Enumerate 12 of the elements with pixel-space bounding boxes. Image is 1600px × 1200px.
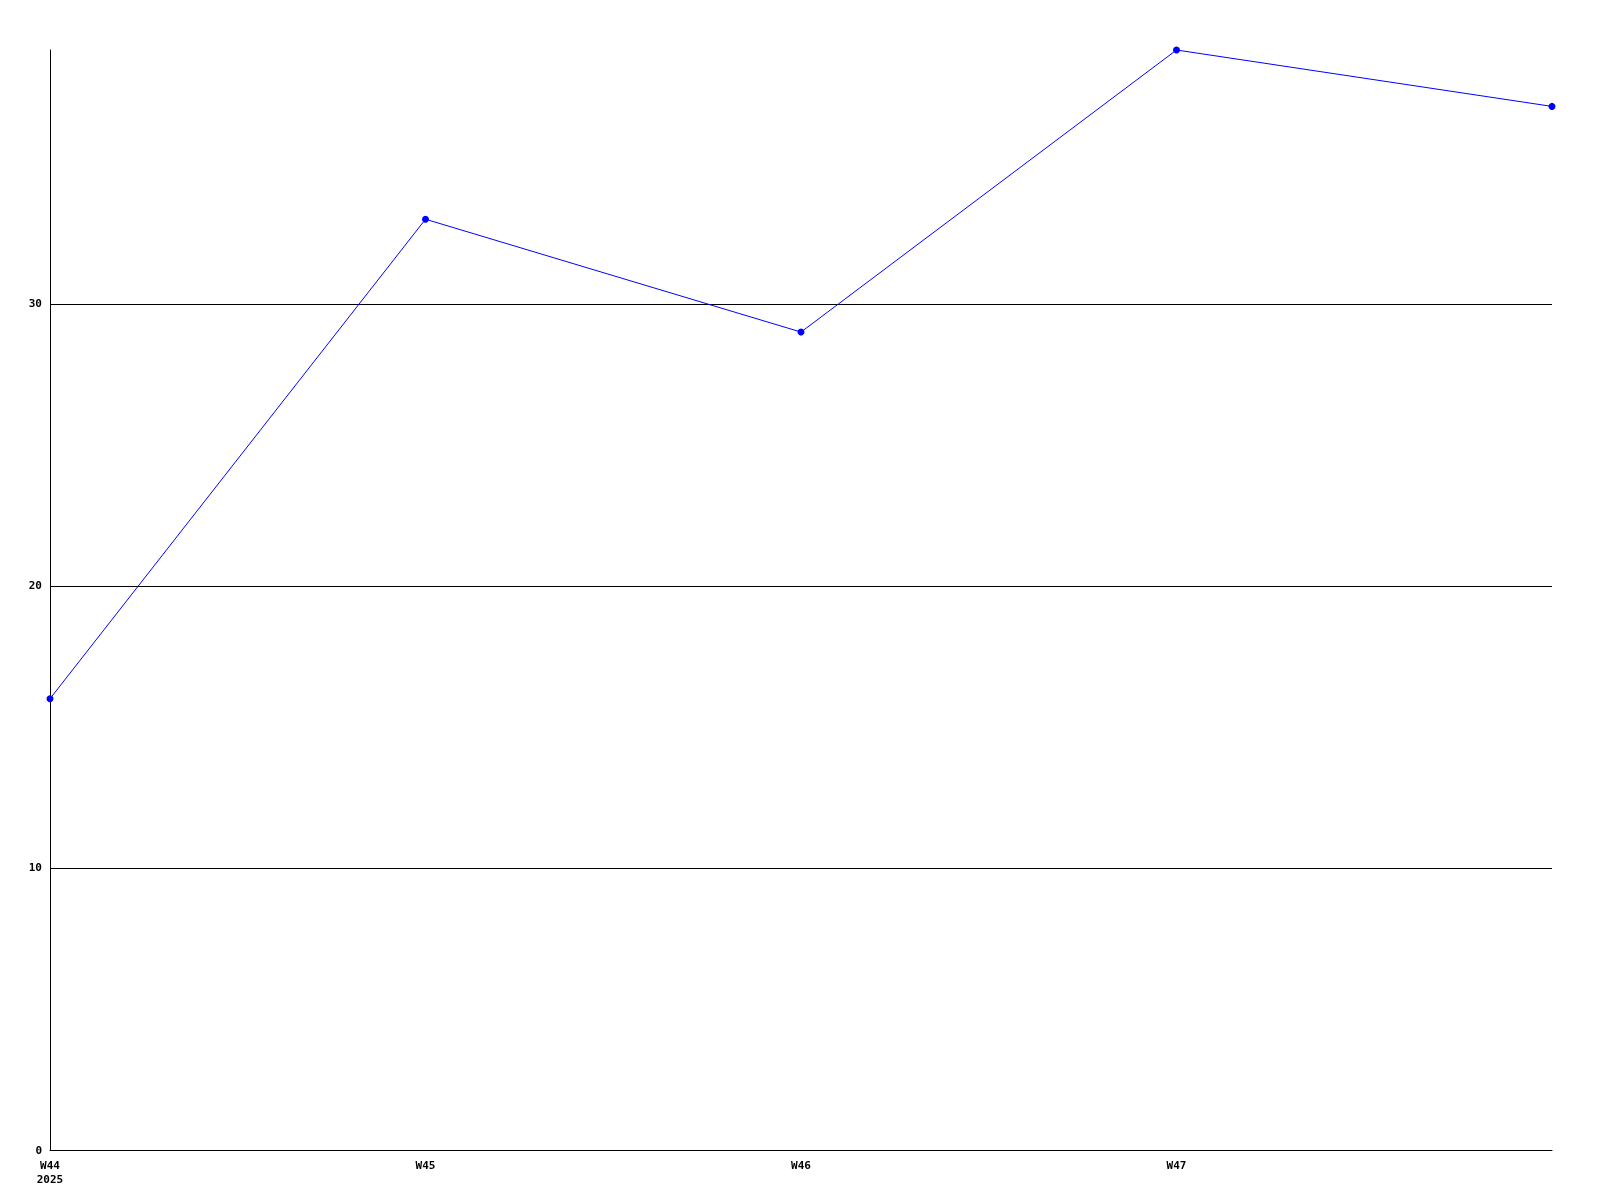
y-tick-label: 20 (28, 579, 42, 593)
y-tick-label: 30 (28, 297, 42, 311)
point (1548, 102, 1556, 110)
x-tick-label: W47 (1166, 1158, 1187, 1172)
point (46, 695, 54, 703)
y-tick-label: 10 (28, 861, 42, 875)
x-tick-label: W44 2025 (36, 1158, 64, 1186)
point (422, 215, 429, 223)
y-tick-label: 0 (35, 1143, 42, 1157)
x-tick-label: W45 (415, 1158, 436, 1172)
point (1173, 46, 1180, 54)
x-tick-label: W46 (791, 1158, 812, 1172)
